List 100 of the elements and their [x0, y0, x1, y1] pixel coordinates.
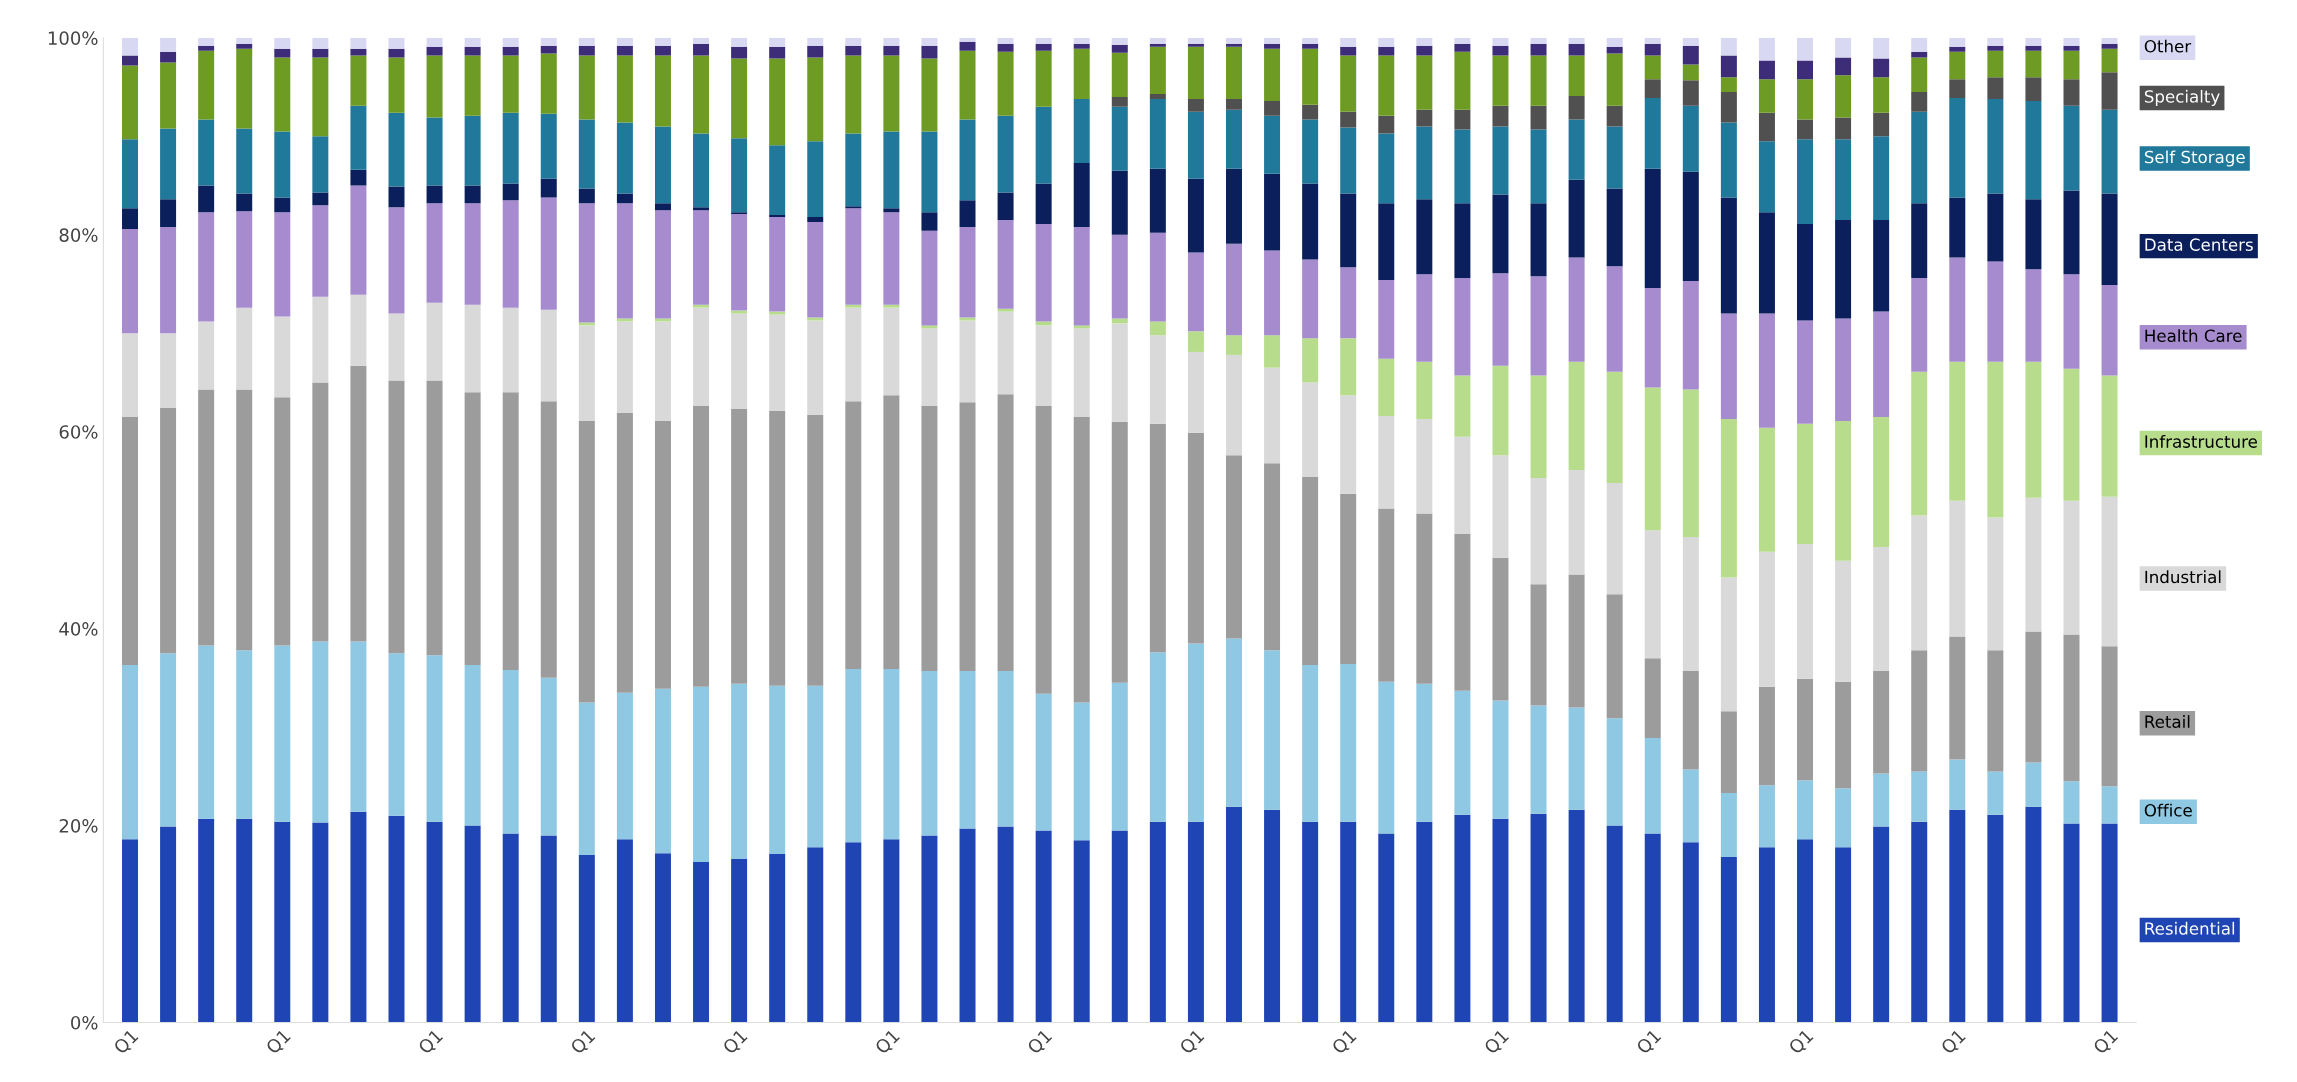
bar: [312, 205, 329, 297]
bar: [1720, 92, 1737, 123]
bar: [616, 692, 633, 840]
bar: [1492, 273, 1509, 366]
bar: [1187, 252, 1204, 332]
bar: [845, 304, 862, 308]
bar: [2025, 100, 2042, 200]
bar: [1568, 361, 1585, 471]
bar: [198, 212, 215, 322]
bar: [1111, 318, 1128, 324]
bar: [2063, 634, 2080, 782]
bar: [1226, 46, 1242, 99]
bar: [388, 653, 405, 816]
bar: [731, 37, 748, 47]
bar: [2063, 274, 2080, 369]
bar: [274, 57, 291, 132]
bar: [1340, 37, 1357, 47]
y-tick-label: 60%: [59, 425, 98, 439]
bar: [1226, 455, 1242, 639]
bar: [1111, 323, 1128, 422]
bar: [274, 37, 291, 49]
bar: [959, 37, 976, 42]
bar: [1835, 420, 1852, 561]
bar: [1187, 643, 1204, 822]
bar: [1073, 702, 1090, 841]
bar: [1149, 335, 1166, 424]
bar: [426, 380, 443, 656]
bar: [1187, 43, 1204, 47]
bar: [502, 392, 519, 670]
bar: [1454, 375, 1471, 437]
bar: [1949, 37, 1966, 47]
bar: [845, 208, 862, 305]
bar: [1606, 718, 1623, 826]
bar: [1873, 220, 1890, 312]
bar: [2101, 48, 2118, 73]
bar: [1187, 98, 1204, 112]
bar: [1568, 119, 1585, 180]
bar: [997, 826, 1014, 1023]
bar: [2101, 375, 2118, 497]
bar: [312, 57, 329, 137]
bar: [2025, 762, 2042, 807]
bar: [2063, 37, 2080, 46]
bar: [540, 53, 557, 114]
bar: [1568, 809, 1585, 1023]
bar: [654, 688, 671, 854]
bar: [388, 186, 405, 208]
bar: [1606, 46, 1623, 54]
bar: [122, 839, 139, 1023]
bar: [616, 55, 633, 123]
bar: [1568, 179, 1585, 258]
bar: [1758, 60, 1775, 80]
bar: [1035, 37, 1052, 44]
bar: [2101, 823, 2118, 1023]
bar: [1873, 58, 1890, 78]
bar: [997, 394, 1014, 671]
bar: [959, 402, 976, 671]
bar: [654, 55, 671, 127]
bar: [578, 322, 595, 326]
bar: [921, 670, 938, 836]
bar: [2025, 50, 2042, 78]
bar: [1073, 226, 1090, 326]
bar: [350, 185, 367, 295]
bar: [959, 320, 976, 403]
bar: [1949, 361, 1966, 501]
bar: [1568, 37, 1585, 44]
bar: [1911, 111, 1928, 204]
bar: [1492, 455, 1509, 558]
bar: [198, 321, 215, 390]
bar: [1758, 551, 1775, 687]
bar: [769, 58, 786, 146]
bar: [1111, 44, 1128, 53]
bar: [883, 37, 900, 46]
bar: [1987, 77, 2004, 99]
bar: [1416, 361, 1433, 419]
bar: [1149, 652, 1166, 822]
bar: [578, 325, 595, 421]
bar: [2025, 45, 2042, 51]
bar: [2025, 361, 2042, 498]
bar: [464, 304, 481, 393]
bar: [845, 133, 862, 207]
bar: [1911, 515, 1928, 651]
bar: [693, 43, 710, 56]
bar: [502, 200, 519, 308]
bar: [1111, 682, 1128, 831]
x-tick-label: Q1: [1178, 1028, 1207, 1057]
bar: [1416, 418, 1433, 514]
bar: [1568, 55, 1585, 96]
bar: [198, 50, 215, 120]
x-tick-label: Q1: [265, 1028, 293, 1057]
bar: [578, 203, 595, 323]
bar: [1758, 112, 1775, 142]
bar: [845, 669, 862, 843]
bar: [274, 131, 291, 198]
bar: [1302, 48, 1319, 105]
bar: [1416, 821, 1433, 1023]
bar: [1264, 100, 1281, 116]
bar: [1949, 500, 1966, 637]
bar: [1606, 126, 1623, 189]
bar: [1720, 577, 1737, 712]
bar: [122, 37, 139, 56]
